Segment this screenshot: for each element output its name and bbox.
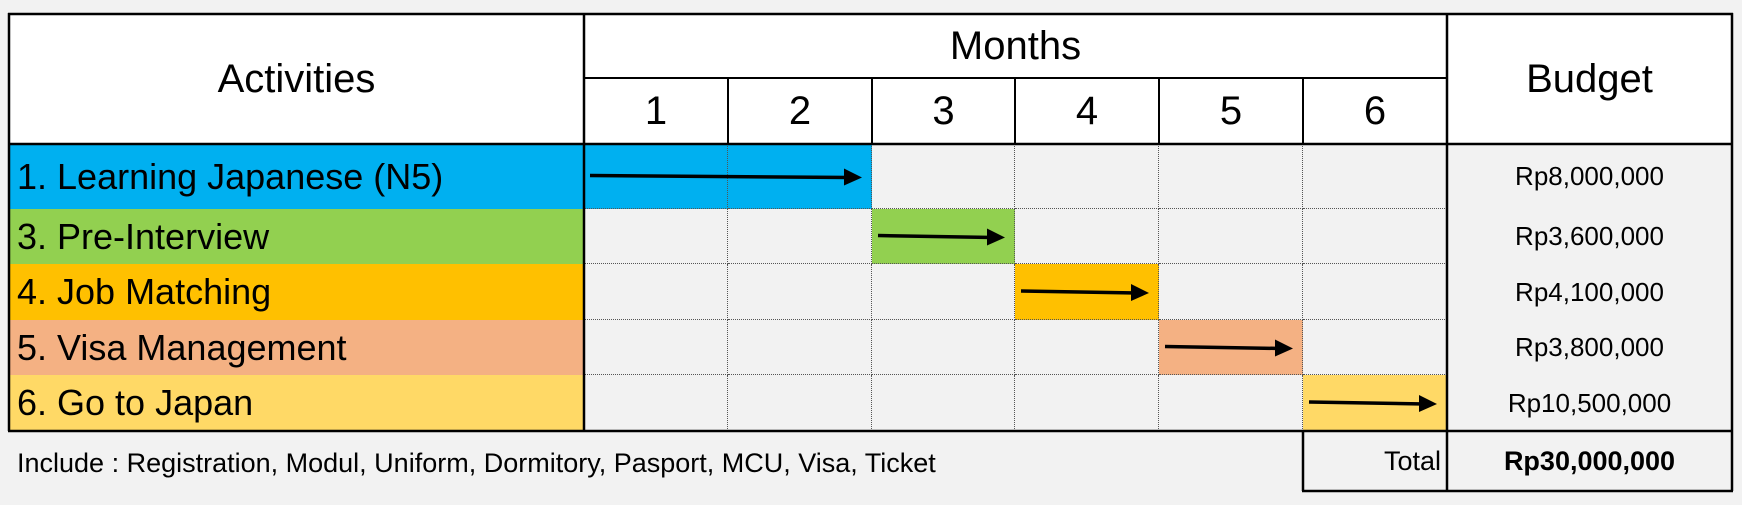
budget-value: Rp3,800,000 [1515, 332, 1664, 362]
timeline-cell [1303, 144, 1447, 209]
total-value: Rp30,000,000 [1503, 445, 1676, 476]
timeline-cell [584, 264, 728, 320]
timeline-cell [872, 375, 1015, 431]
timeline-cell [1015, 320, 1159, 375]
timeline-cell [584, 144, 728, 209]
budget-header: Budget [1447, 14, 1732, 144]
timeline-cell [1015, 209, 1159, 264]
activities-header: Activities [9, 14, 584, 144]
budget-value: Rp8,000,000 [1515, 161, 1664, 191]
month-header-3: 3 [872, 78, 1015, 144]
timeline-cell [872, 209, 1015, 264]
budget-value: Rp3,600,000 [1515, 221, 1664, 251]
timeline-cell [1303, 209, 1447, 264]
month-header-label: 2 [788, 88, 812, 133]
timeline-cell [1015, 375, 1159, 431]
timeline-cell [1159, 264, 1303, 320]
month-header-5: 5 [1159, 78, 1303, 144]
budget-cell: Rp3,600,000 [1447, 209, 1732, 264]
timeline-cell [1015, 144, 1159, 209]
timeline-cell [872, 144, 1015, 209]
activity-row-4-label: 5. Visa Management [9, 320, 584, 375]
activity-row-5-label: 6. Go to Japan [9, 375, 584, 431]
timeline-cell [1303, 264, 1447, 320]
budget-value: Rp4,100,000 [1515, 276, 1664, 307]
month-header-2: 2 [728, 78, 872, 144]
timeline-cell [728, 144, 872, 209]
activity-label: 1. Learning Japanese (N5) [17, 155, 444, 197]
activity-label: 6. Go to Japan [17, 382, 254, 423]
timeline-cell [1303, 375, 1447, 431]
months-header-label: Months [949, 23, 1082, 68]
total-value-cell: Rp30,000,000 [1447, 431, 1732, 491]
activity-row-2-label: 3. Pre-Interview [9, 209, 584, 264]
timeline-cell [1303, 320, 1447, 375]
timeline-cell [1159, 144, 1303, 209]
month-header-1: 1 [584, 78, 728, 144]
inclusions-note: Include : Registration, Modul, Uniform, … [9, 433, 1299, 493]
budget-cell: Rp8,000,000 [1447, 144, 1732, 209]
timeline-cell [872, 320, 1015, 375]
inclusions-note-text: Include : Registration, Modul, Uniform, … [17, 447, 936, 478]
timeline-cell [728, 320, 872, 375]
budget-cell: Rp3,800,000 [1447, 320, 1732, 375]
month-header-label: 6 [1363, 88, 1387, 133]
timeline-cell [1015, 264, 1159, 320]
month-header-label: 4 [1075, 88, 1099, 133]
activity-row-1-label: 1. Learning Japanese (N5) [9, 144, 584, 209]
months-header: Months [584, 14, 1447, 78]
month-header-label: 5 [1219, 88, 1243, 133]
timeline-cell [584, 209, 728, 264]
timeline-cell [1159, 209, 1303, 264]
month-header-label: 1 [644, 88, 668, 133]
timeline-cell [584, 375, 728, 431]
month-header-label: 3 [932, 88, 955, 133]
timeline-cell [1159, 320, 1303, 375]
activity-label: 5. Visa Management [17, 326, 347, 368]
timeline-cell [728, 209, 872, 264]
activity-label: 4. Job Matching [17, 271, 272, 312]
activities-header-label: Activities [217, 56, 376, 101]
budget-cell: Rp4,100,000 [1447, 264, 1732, 320]
month-header-4: 4 [1015, 78, 1159, 144]
activity-row-3-label: 4. Job Matching [9, 264, 584, 320]
activity-label: 3. Pre-Interview [17, 215, 270, 257]
budget-cell: Rp10,500,000 [1447, 375, 1732, 431]
budget-value: Rp10,500,000 [1507, 387, 1672, 418]
total-label-cell: Total [1303, 431, 1447, 491]
timeline-cell [728, 264, 872, 320]
month-header-6: 6 [1303, 78, 1447, 144]
total-label: Total [1383, 445, 1441, 476]
budget-header-label: Budget [1526, 56, 1653, 101]
timeline-cell [728, 375, 872, 431]
timeline-cell [1159, 375, 1303, 431]
timeline-cell [584, 320, 728, 375]
timeline-cell [872, 264, 1015, 320]
